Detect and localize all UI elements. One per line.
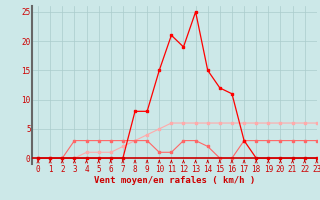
- X-axis label: Vent moyen/en rafales ( km/h ): Vent moyen/en rafales ( km/h ): [94, 176, 255, 185]
